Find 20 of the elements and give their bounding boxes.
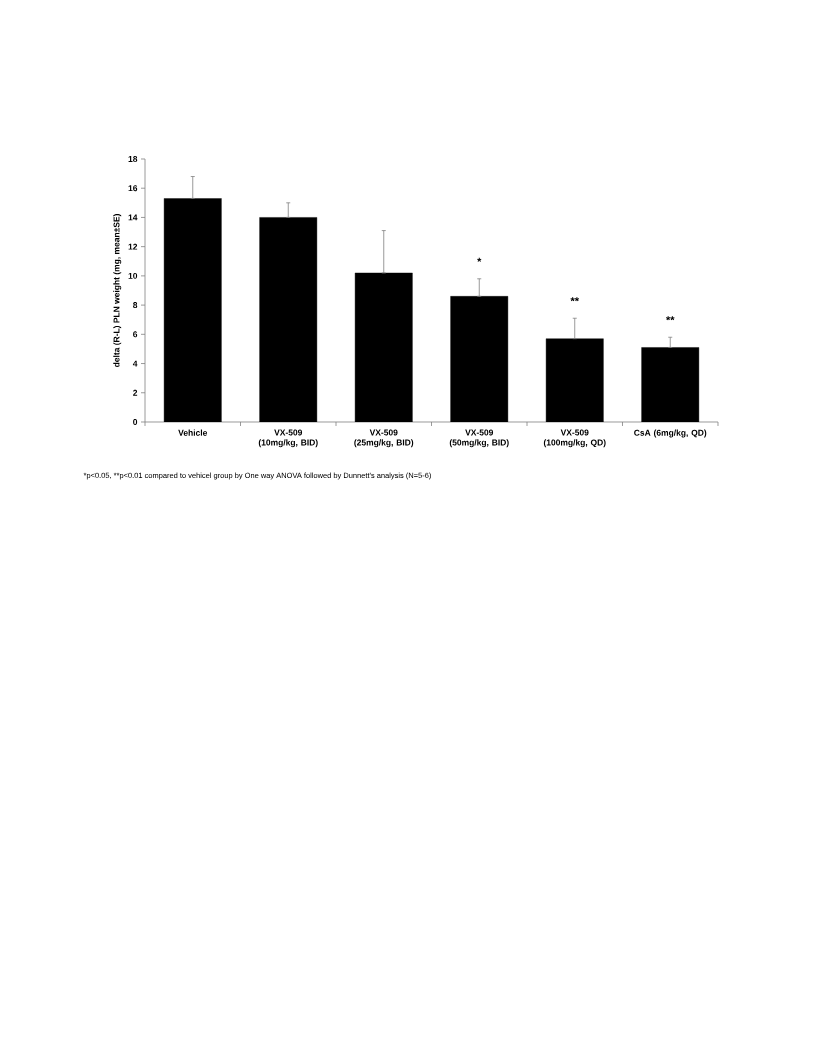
annotation: ** <box>570 297 579 302</box>
y-tick-label: 2 <box>133 389 138 396</box>
y-tick-label: 14 <box>128 214 138 221</box>
y-tick-label: 16 <box>128 185 138 192</box>
y-tick-label: 4 <box>132 360 138 367</box>
x-tick-label: VX-509 (10mg/kg, BID) <box>258 429 318 448</box>
y-tick-label: 0 <box>133 419 138 425</box>
x-tick-label: VX-509 (25mg/kg, BID) <box>354 429 414 448</box>
y-tick-label: 6 <box>133 331 138 338</box>
annotation: * <box>477 257 482 262</box>
x-tick-label: VX-509 (100mg/kg, QD) <box>543 429 606 448</box>
x-tick-label: CsA (6mg/kg, QD) <box>634 429 707 438</box>
y-tick-label: 18 <box>128 156 138 162</box>
y-tick-label: 10 <box>128 272 138 279</box>
y-tick-label: 8 <box>133 302 138 309</box>
y-axis-title: delta (R-L) PLN weight (mg, mean±SE) <box>113 214 122 368</box>
x-tick-label: VX-509 (50mg/kg, BID) <box>449 429 509 448</box>
y-tick-label: 12 <box>128 243 138 250</box>
annotation: ** <box>666 316 675 321</box>
x-tick-label: Vehicle <box>178 429 208 436</box>
